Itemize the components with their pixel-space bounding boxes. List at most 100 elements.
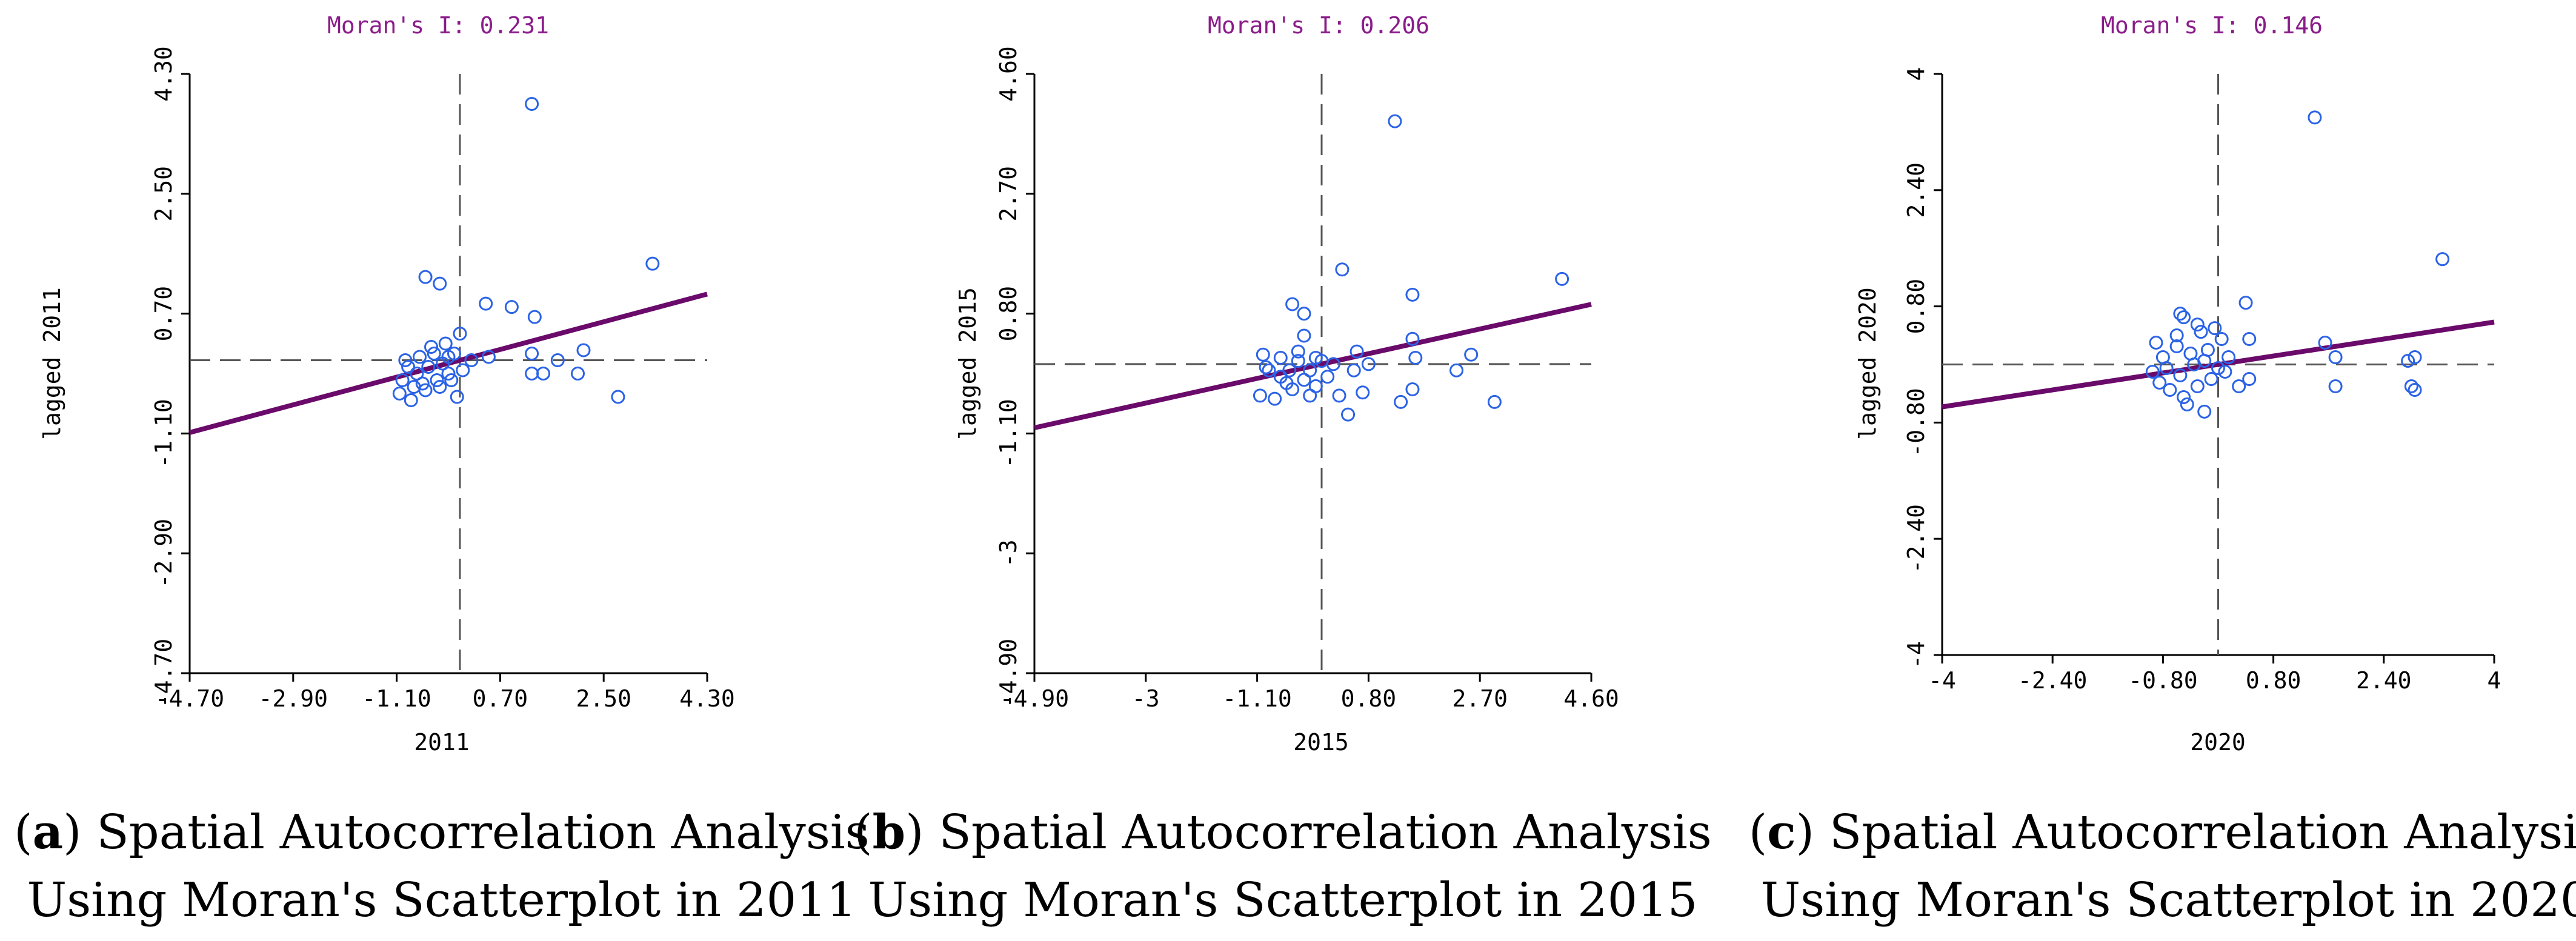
panel-a: Moran's I: 0.231 -4.70 -2.90 -1.10 0.70 2.50…	[14, 12, 870, 928]
data-point	[2145, 364, 2160, 379]
y-tick-label: -2.90	[150, 519, 177, 588]
data-point	[1273, 350, 1288, 365]
x-axis-label: 2011	[414, 729, 470, 756]
caption-b-line2: Using Moran's Scatterplot in 2015	[868, 873, 1698, 928]
data-point	[2204, 371, 2218, 386]
data-point	[430, 373, 444, 387]
data-point	[2408, 350, 2422, 365]
data-point	[407, 379, 421, 394]
data-point	[2169, 339, 2184, 354]
data-point	[456, 363, 470, 377]
data-point	[401, 360, 416, 374]
data-point	[2152, 375, 2167, 390]
regression-line	[1942, 319, 2495, 410]
x-tick-label: -4	[1928, 667, 1956, 694]
data-point	[525, 367, 539, 381]
caption-c-line1: (c) Spatial Autocorrelation Analysis	[1749, 805, 2576, 860]
data-point	[2177, 390, 2191, 404]
data-point	[398, 353, 413, 368]
data-point	[2180, 397, 2194, 411]
data-point	[525, 96, 539, 111]
x-tick-label: -2.40	[2018, 667, 2087, 694]
data-point	[1388, 114, 1402, 128]
data-point	[1405, 287, 1420, 302]
data-point	[2318, 336, 2332, 350]
data-point	[1332, 388, 1346, 403]
x-tick-label: -1.10	[1222, 685, 1291, 712]
data-point	[1268, 391, 1282, 406]
data-point	[433, 276, 447, 291]
data-point	[1259, 360, 1273, 374]
y-axis-label: lagged 2011	[39, 287, 65, 440]
y-tick-label: -4	[1903, 641, 1929, 669]
data-point	[2177, 310, 2191, 325]
data-point	[1350, 344, 1364, 359]
chart-title: Moran's I: 0.206	[1208, 12, 1429, 39]
x-tick-label: 2.40	[2356, 667, 2412, 694]
y-tick-label: -2.40	[1903, 504, 1929, 573]
y-axis-label: lagged 2015	[954, 287, 981, 440]
x-tick-label: -4.90	[1000, 685, 1069, 712]
y-tick-label: 0.70	[150, 286, 177, 342]
y-tick-label: 2.40	[1903, 162, 1929, 218]
data-point	[2328, 379, 2343, 393]
y-tick-label: 2.50	[150, 166, 177, 222]
y-tick-label: -0.80	[1903, 388, 1929, 457]
data-point	[2197, 404, 2212, 419]
x-tick-label: 0.70	[473, 685, 528, 712]
data-point	[550, 353, 565, 368]
y-tick-label: 0.80	[1903, 279, 1929, 334]
chart-title: Moran's I: 0.146	[2101, 12, 2323, 39]
data-point	[464, 353, 479, 368]
data-point	[418, 270, 433, 284]
data-point	[1487, 394, 1502, 409]
caption-a-line1: (a) Spatial Autocorrelation Analysis	[14, 805, 870, 860]
data-point	[1285, 297, 1300, 311]
data-point	[2173, 307, 2188, 321]
data-point	[2187, 357, 2202, 371]
data-point	[1464, 347, 1479, 362]
chart-title: Moran's I: 0.231	[327, 12, 549, 39]
data-point	[1314, 354, 1329, 368]
data-point	[1291, 354, 1305, 368]
data-point	[1320, 370, 1335, 384]
y-tick-label: 4	[1903, 67, 1929, 81]
caption-c-line2: Using Moran's Scatterplot in 2020	[1761, 873, 2576, 928]
data-point	[1394, 394, 1408, 409]
data-point	[2159, 361, 2174, 375]
caption-a-line2: Using Moran's Scatterplot in 2011	[27, 873, 857, 928]
y-axis-label: lagged 2020	[1854, 287, 1881, 440]
data-point	[424, 340, 439, 354]
data-point	[1346, 363, 1361, 377]
data-point	[2169, 328, 2184, 343]
data-point	[1303, 388, 1317, 403]
data-point	[2211, 361, 2225, 375]
data-point	[2238, 296, 2253, 310]
x-axis-label: 2020	[2190, 729, 2246, 756]
x-tick-label: -2.90	[259, 685, 328, 712]
data-point	[1256, 347, 1270, 362]
x-tick-label: 4	[2488, 667, 2501, 694]
plot-area-a: -4.70 -2.90 -1.10 0.70 2.50 4.30 -4.70 -2.90 -1.…	[150, 46, 735, 712]
y-tick-label: 2.70	[995, 166, 1022, 222]
data-point	[1303, 363, 1317, 377]
x-tick-label: 2.50	[576, 685, 631, 712]
x-tick-label: 4.60	[1563, 685, 1619, 712]
data-point	[1449, 363, 1464, 377]
data-point	[645, 256, 660, 271]
data-point	[1282, 363, 1297, 377]
data-point	[1405, 331, 1420, 346]
plot-area-b: -4.90 -3 -1.10 0.80 2.70 4.60 -4.90 -3 -1.10 0.80…	[995, 46, 1619, 712]
x-tick-label: 2.70	[1452, 685, 1508, 712]
data-point	[438, 336, 453, 351]
y-tick-label: -1.10	[150, 399, 177, 468]
data-point	[447, 347, 461, 361]
data-point	[2308, 110, 2322, 125]
data-point	[2242, 371, 2257, 386]
x-tick-label: 0.80	[1341, 685, 1397, 712]
data-point	[2190, 379, 2205, 393]
y-tick-label: -1.10	[995, 399, 1022, 468]
data-point	[1279, 376, 1294, 390]
data-point	[571, 367, 585, 381]
